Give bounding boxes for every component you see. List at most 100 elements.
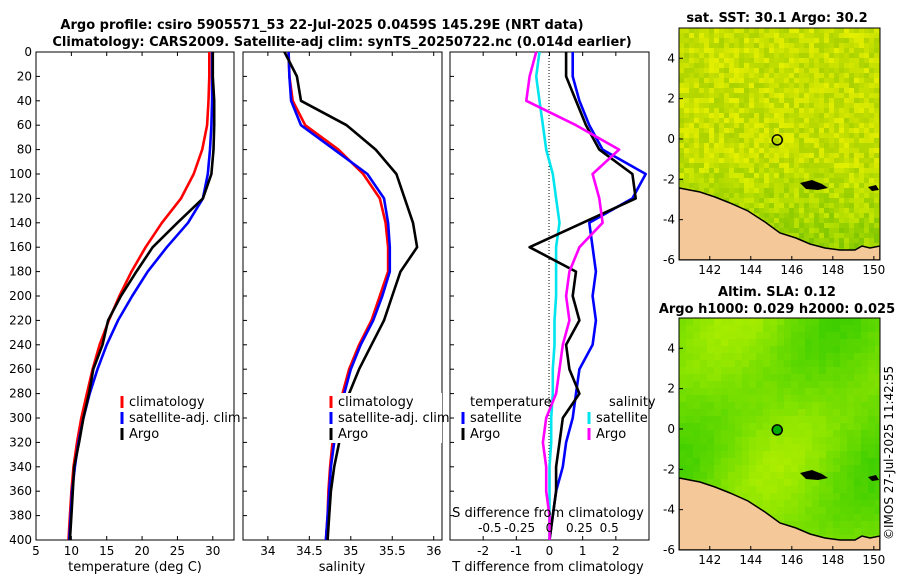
map-cell xyxy=(686,367,693,374)
map-cell xyxy=(763,507,770,514)
map-cell xyxy=(744,173,749,178)
map-cell xyxy=(849,113,854,118)
map-cell xyxy=(804,133,809,138)
map-cell xyxy=(721,395,728,402)
map-cell xyxy=(784,58,789,63)
map-cell xyxy=(684,128,689,133)
map-cell xyxy=(721,318,728,325)
map-cell xyxy=(699,68,704,73)
map-cell xyxy=(686,395,693,402)
map-cell xyxy=(819,437,826,444)
map-cell xyxy=(829,233,834,238)
map-cell xyxy=(864,243,869,248)
map-cell xyxy=(814,113,819,118)
map-cell xyxy=(799,133,804,138)
map-cell xyxy=(739,163,744,168)
map-cell xyxy=(714,143,719,148)
map-cell xyxy=(779,158,784,163)
map-cell xyxy=(749,444,756,451)
map-cell xyxy=(798,423,805,430)
map-cell xyxy=(728,486,735,493)
map-cell xyxy=(819,402,826,409)
map-cell xyxy=(724,183,729,188)
map-cell xyxy=(805,374,812,381)
map-cell xyxy=(709,178,714,183)
map-cell xyxy=(839,183,844,188)
map-cell xyxy=(799,93,804,98)
map-cell xyxy=(804,43,809,48)
map-cell xyxy=(804,113,809,118)
map-cell xyxy=(812,381,819,388)
map-cell xyxy=(704,83,709,88)
map-cell xyxy=(693,458,700,465)
map-cell xyxy=(869,178,874,183)
map-cell xyxy=(854,521,861,528)
map-cell xyxy=(763,360,770,367)
map-cell xyxy=(789,83,794,88)
map-cell xyxy=(699,103,704,108)
map-cell xyxy=(700,458,707,465)
map-cell xyxy=(839,238,844,243)
map-cell xyxy=(700,416,707,423)
map-cell xyxy=(840,521,847,528)
map-cell xyxy=(779,53,784,58)
map-cell xyxy=(734,158,739,163)
map-cell xyxy=(849,88,854,93)
map-cell xyxy=(844,98,849,103)
map-cell xyxy=(805,493,812,500)
map-cell xyxy=(704,93,709,98)
map-cell xyxy=(763,458,770,465)
map-cell xyxy=(724,33,729,38)
map-cell xyxy=(679,416,686,423)
map-cell xyxy=(791,388,798,395)
map-cell xyxy=(840,416,847,423)
map-cell xyxy=(739,183,744,188)
map-cell xyxy=(721,402,728,409)
map-cell xyxy=(798,507,805,514)
map-cell xyxy=(798,367,805,374)
map-cell xyxy=(804,33,809,38)
map-cell xyxy=(699,78,704,83)
map-cell xyxy=(849,163,854,168)
map-cell xyxy=(686,444,693,451)
map-cell xyxy=(734,118,739,123)
map-cell xyxy=(804,163,809,168)
map-cell xyxy=(684,133,689,138)
map-cell xyxy=(784,83,789,88)
map-cell xyxy=(854,423,861,430)
map-cell xyxy=(812,521,819,528)
map-cell xyxy=(774,213,779,218)
map-cell xyxy=(699,28,704,33)
map-cell xyxy=(789,28,794,33)
map-cell xyxy=(829,38,834,43)
map-cell xyxy=(804,53,809,58)
map-cell xyxy=(744,148,749,153)
map-cell xyxy=(694,38,699,43)
map-cell xyxy=(844,153,849,158)
map-cell xyxy=(854,103,859,108)
map-cell xyxy=(840,402,847,409)
map-cell xyxy=(874,123,879,128)
map-cell xyxy=(694,108,699,113)
map-cell xyxy=(707,353,714,360)
map-cell xyxy=(784,193,789,198)
map-cell xyxy=(819,339,826,346)
map-cell xyxy=(839,118,844,123)
map-cell xyxy=(839,68,844,73)
map-cell xyxy=(784,153,789,158)
map-cell xyxy=(864,113,869,118)
map-cell xyxy=(707,465,714,472)
map-cell xyxy=(784,353,791,360)
map-cell xyxy=(754,138,759,143)
map-cell xyxy=(754,33,759,38)
map-cell xyxy=(861,486,868,493)
map-cell xyxy=(794,168,799,173)
map-cell xyxy=(689,183,694,188)
map-cell xyxy=(679,465,686,472)
map-cell xyxy=(704,123,709,128)
map-cell xyxy=(875,381,880,388)
map-cell xyxy=(729,98,734,103)
map-cell xyxy=(826,388,833,395)
map-cell xyxy=(824,138,829,143)
map-cell xyxy=(770,332,777,339)
